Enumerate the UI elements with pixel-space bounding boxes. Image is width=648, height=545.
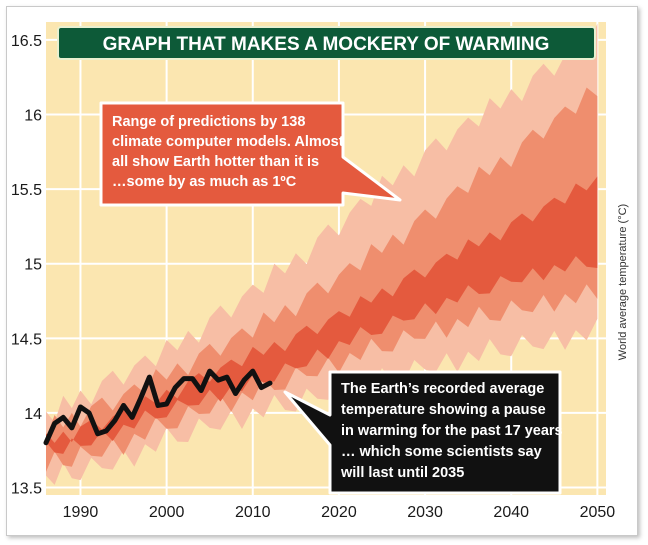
x-tick-label: 2020 <box>321 504 357 521</box>
prediction-band-middle <box>46 87 598 472</box>
models-callout-line-2: climate computer models. Almost <box>112 134 344 150</box>
x-tick-label: 2050 <box>580 504 616 521</box>
chart-title-banner: GRAPH THAT MAKES A MOCKERY OF WARMING <box>57 26 596 60</box>
observed-callout-line-5: will last until 2035 <box>340 465 464 481</box>
observed-callout-line-1: The Earth’s recorded average <box>341 381 544 397</box>
y-tick-label: 15.5 <box>11 182 42 199</box>
observed-callout-line-3: in warming for the past 17 years <box>341 423 563 439</box>
models-callout-line-4: …some by as much as 1ºC <box>112 174 297 190</box>
models-callout-line-3: all show Earth hotter than it is <box>112 154 319 170</box>
y-axis-label: World average temperature (°C) <box>617 204 629 360</box>
x-tick-label: 2010 <box>235 504 271 521</box>
observed-temperature-line <box>43 368 273 446</box>
x-axis-ticks: 1990 2000 2010 2020 2030 2040 2050 <box>63 504 616 521</box>
y-tick-label: 13.5 <box>11 481 42 498</box>
y-tick-label: 14.5 <box>11 331 42 348</box>
models-callout-line-1: Range of predictions by 138 <box>112 114 305 130</box>
y-tick-label: 15 <box>24 257 42 274</box>
y-tick-label: 16 <box>24 108 42 125</box>
prediction-bands <box>46 23 598 485</box>
chart-title: GRAPH THAT MAKES A MOCKERY OF WARMING <box>103 34 550 55</box>
y-axis-ticks: 13.5 14 14.5 15 15.5 16 16.5 <box>11 33 42 498</box>
x-tick-label: 1990 <box>63 504 99 521</box>
observed-callout-line-2: temperature showing a pause <box>341 402 546 418</box>
x-tick-label: 2040 <box>493 504 529 521</box>
y-tick-label: 14 <box>24 406 42 423</box>
models-callout: Range of predictions by 138 climate comp… <box>99 101 402 207</box>
models-callout-bubble <box>99 101 402 207</box>
observed-callout-line-4: … which some scientists say <box>341 444 542 460</box>
y-tick-label: 16.5 <box>11 33 42 50</box>
x-tick-label: 2000 <box>149 504 185 521</box>
title-background <box>57 26 596 60</box>
x-tick-label: 2030 <box>407 504 443 521</box>
observed-callout-bubble <box>283 370 562 495</box>
observed-line-path <box>43 368 273 446</box>
observed-callout: The Earth’s recorded average temperature… <box>283 370 563 495</box>
prediction-band-outer <box>46 23 598 485</box>
